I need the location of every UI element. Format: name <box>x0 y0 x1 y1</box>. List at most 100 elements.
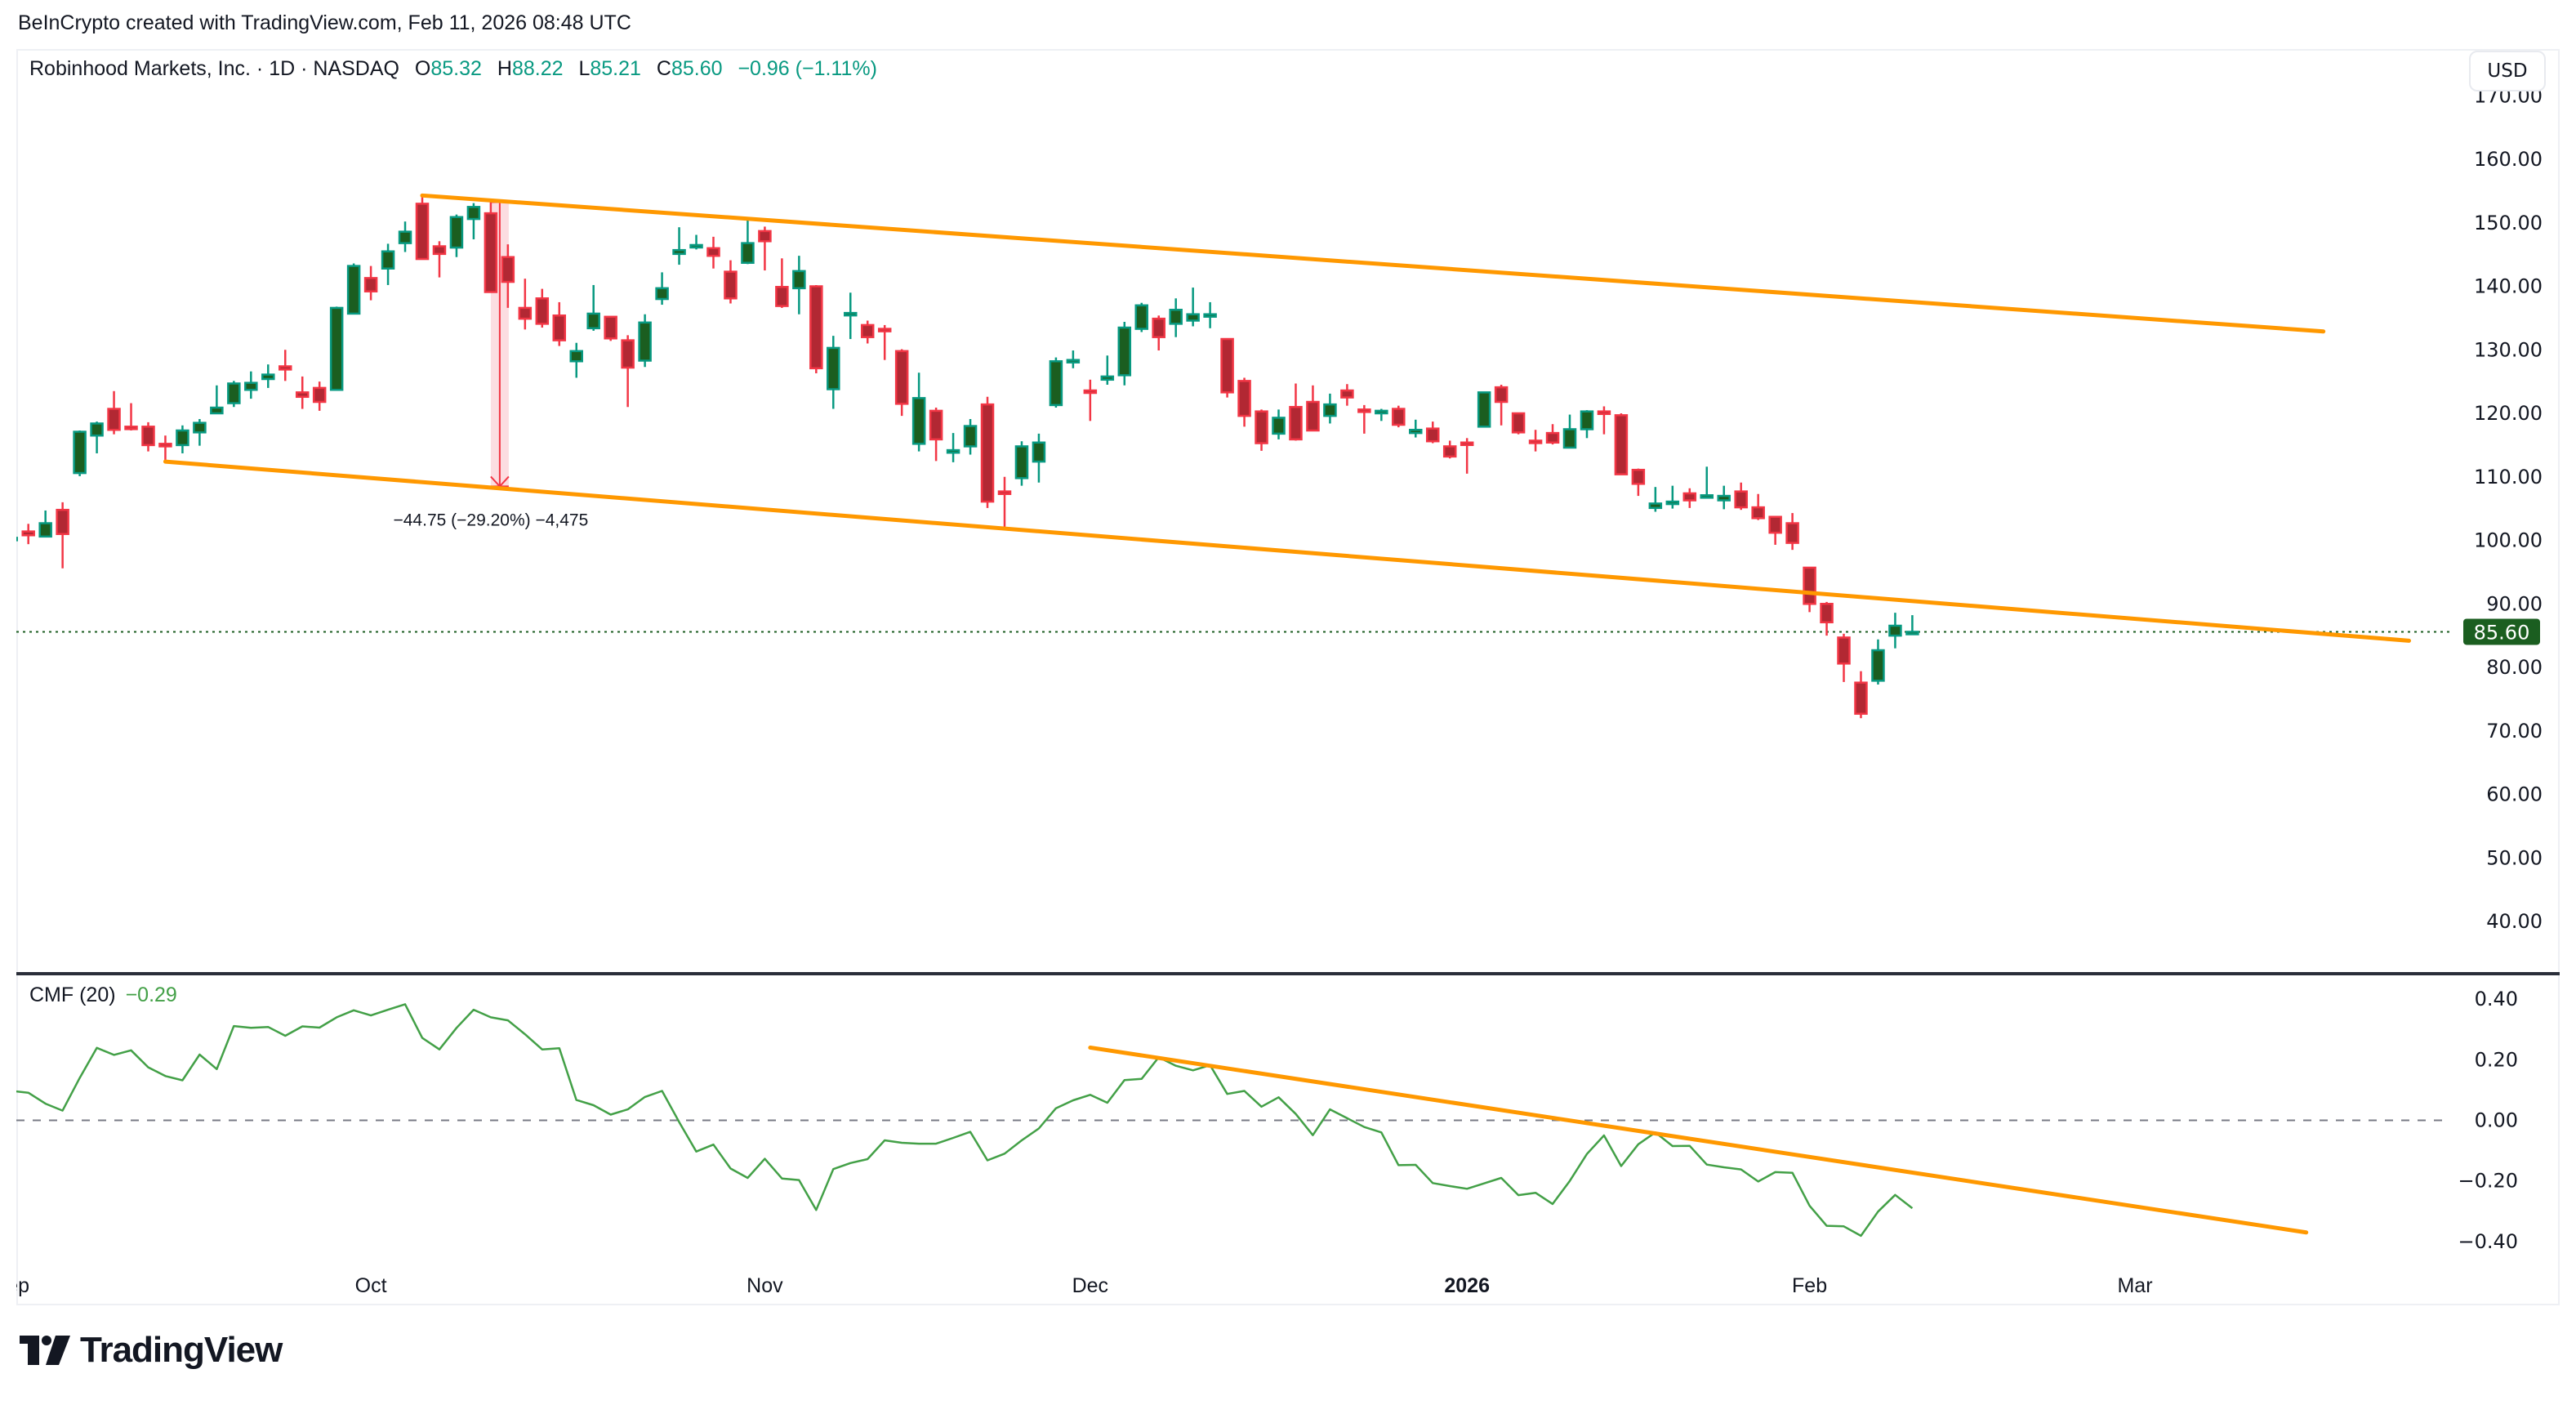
candle-body <box>1597 410 1611 416</box>
candle <box>638 314 652 368</box>
change-value: −0.96 (−1.11%) <box>738 57 877 80</box>
symbol-title[interactable]: Robinhood Markets, Inc. · 1D · NASDAQ <box>29 57 399 80</box>
candle <box>1152 315 1165 351</box>
candle-body <box>1580 410 1594 430</box>
low-label: L <box>578 57 591 80</box>
upper-channel-line[interactable] <box>420 193 2326 334</box>
candle-body <box>980 403 995 503</box>
candle-body <box>844 311 858 317</box>
candle-body <box>16 537 18 542</box>
candle-body <box>141 426 155 447</box>
time-tick-label: Dec <box>1072 1274 1108 1297</box>
tradingview-logo[interactable]: TradingView <box>20 1330 283 1371</box>
candle <box>894 349 909 417</box>
candle-body <box>1665 500 1680 506</box>
candle-body <box>1803 566 1816 605</box>
candle <box>775 258 789 308</box>
candle <box>1648 487 1663 512</box>
candle <box>466 203 481 239</box>
candle-body <box>295 391 310 399</box>
candle-body <box>1614 414 1629 475</box>
candle-body <box>1562 428 1577 449</box>
candle <box>176 425 189 453</box>
candle <box>827 336 840 409</box>
candle <box>586 284 600 331</box>
candle <box>1820 601 1834 636</box>
candle-body <box>329 306 344 391</box>
price-tick-label: 50.00 <box>2486 846 2543 869</box>
candle-body <box>911 397 926 445</box>
candle-body <box>1117 326 1132 377</box>
time-tick-label: Nov <box>747 1274 783 1297</box>
candle <box>1323 393 1337 424</box>
measure-label: −44.75 (−29.20%) −4,475 <box>393 511 588 529</box>
cmf-axis[interactable]: 0.40 0.20 0.00 −0.20 −0.40 <box>2458 988 2518 1253</box>
candle-body <box>158 443 172 448</box>
candle <box>363 265 378 301</box>
candle-body <box>1442 445 1457 458</box>
candle-body <box>1340 389 1354 399</box>
candle <box>724 260 738 304</box>
candle <box>604 315 617 341</box>
candle <box>1049 357 1063 408</box>
time-tick-label: Sep <box>0 1274 29 1297</box>
candle-body <box>860 323 875 338</box>
open-label: O <box>414 57 431 80</box>
time-tick-label: Feb <box>1792 1274 1827 1297</box>
candle <box>1614 413 1629 475</box>
cmf-line <box>16 1003 1914 1238</box>
cmf-trendline[interactable] <box>1088 1045 2309 1235</box>
candle <box>1255 409 1268 451</box>
candle-body <box>90 422 104 437</box>
candle-body <box>638 321 652 362</box>
candle-body <box>73 430 87 475</box>
price-tick-label: 100.00 <box>2474 529 2543 552</box>
lower-channel-line[interactable] <box>163 459 2412 643</box>
candle-body <box>827 346 840 390</box>
candle <box>329 306 344 391</box>
candle-body <box>621 339 635 369</box>
candle-body <box>1631 468 1646 485</box>
candle-body <box>672 248 686 256</box>
cmf-tick-label: 0.40 <box>2475 988 2518 1010</box>
candle <box>1409 419 1423 438</box>
candle <box>1272 409 1286 439</box>
candle <box>1220 337 1234 398</box>
candle <box>1785 513 1799 551</box>
high-label: H <box>497 57 512 80</box>
candle <box>655 272 669 306</box>
price-axis[interactable]: 170.00160.00150.00140.00130.00120.00110.… <box>2474 84 2543 933</box>
candle-body <box>346 265 361 315</box>
candle-body <box>758 230 772 243</box>
candle-body <box>1409 428 1423 435</box>
candle <box>1203 301 1217 328</box>
candle-body <box>1648 502 1663 510</box>
candle-body <box>1237 380 1251 417</box>
candle-body <box>1751 506 1765 520</box>
last-price-badge <box>2463 618 2540 645</box>
candle-body <box>1494 386 1509 404</box>
candle <box>244 371 258 399</box>
high-value: 88.22 <box>511 57 564 80</box>
candle <box>1528 430 1543 452</box>
price-tick-label: 40.00 <box>2486 910 2543 933</box>
candle <box>1700 466 1714 499</box>
candle <box>1511 412 1526 435</box>
candle-body <box>877 328 892 332</box>
cmf-label[interactable]: CMF (20) <box>29 984 116 1006</box>
candle-body <box>227 382 241 404</box>
candle-body <box>398 230 412 244</box>
candle-body <box>1049 359 1063 407</box>
candle <box>1083 379 1098 422</box>
candle <box>1665 485 1680 509</box>
time-tick-label: Mar <box>2117 1274 2152 1297</box>
currency-button[interactable]: USD <box>2469 51 2546 91</box>
candle-body <box>1186 313 1200 322</box>
time-axis[interactable]: Sep Oct Nov Dec 2026 Feb Mar <box>0 1274 2153 1297</box>
candle-body <box>1032 441 1046 463</box>
candle <box>432 241 447 278</box>
candle <box>1734 482 1748 511</box>
candle-body <box>724 270 738 300</box>
candle-body <box>21 530 35 537</box>
